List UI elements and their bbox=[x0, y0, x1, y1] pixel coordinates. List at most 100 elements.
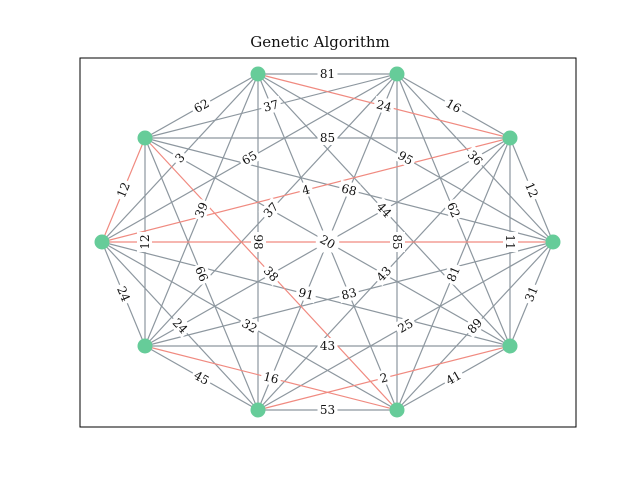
edge-weight-text: 2 bbox=[379, 370, 390, 385]
edge-weight-text: 37 bbox=[262, 97, 280, 114]
edge-weight-background bbox=[520, 281, 542, 306]
edge-weight-label: 81 bbox=[442, 261, 464, 286]
edge-weight-label: 31 bbox=[520, 281, 542, 306]
graph-node-6 bbox=[250, 402, 266, 418]
edge-weight-text: 81 bbox=[444, 264, 463, 283]
edge-weight-text: 68 bbox=[340, 181, 358, 198]
edge-weight-text: 95 bbox=[395, 148, 415, 168]
graph-node-8 bbox=[94, 234, 110, 250]
edge-weight-background bbox=[237, 314, 263, 338]
edge-weight-background bbox=[259, 95, 283, 116]
edge-weight-text: 41 bbox=[443, 368, 463, 388]
edge-weight-text: 66 bbox=[192, 264, 211, 283]
edge-weight-label: 53 bbox=[317, 402, 338, 417]
edge-weight-background bbox=[315, 230, 341, 254]
edge-weight-background bbox=[251, 232, 266, 252]
edge-weight-background bbox=[371, 261, 396, 287]
edge-weight-text: 91 bbox=[297, 285, 315, 302]
edge-weight-background bbox=[441, 94, 467, 118]
edge-weight-background bbox=[317, 66, 338, 81]
edge-weight-text: 62 bbox=[444, 200, 463, 219]
edge-weight-background bbox=[113, 281, 135, 306]
edge-weight-background bbox=[191, 261, 213, 286]
edge-weight-label: 85 bbox=[390, 232, 405, 252]
edge-weight-background bbox=[440, 366, 466, 390]
edge-weight-label: 98 bbox=[251, 232, 266, 252]
edge-weight-text: 39 bbox=[192, 200, 211, 219]
edge-weight-label: 12 bbox=[137, 232, 152, 252]
edge-weight-label: 20 bbox=[315, 230, 341, 254]
graph-node-5 bbox=[389, 402, 405, 418]
edge-weight-background bbox=[462, 313, 487, 339]
edge-weight-text: 12 bbox=[522, 180, 541, 199]
graph-node-3 bbox=[545, 234, 561, 250]
graph-node-9 bbox=[137, 130, 153, 146]
edge-weight-background bbox=[190, 197, 212, 222]
edge-weight-text: 45 bbox=[191, 368, 211, 388]
edge-weight-label: 25 bbox=[392, 314, 418, 338]
edge-weight-label: 66 bbox=[191, 261, 213, 286]
edge-weight-text: 81 bbox=[320, 67, 335, 81]
edge-weight-background bbox=[169, 147, 190, 168]
edge-weight-label: 65 bbox=[236, 146, 262, 170]
edge-weight-background bbox=[443, 197, 465, 222]
edge-weight-text: 98 bbox=[251, 234, 265, 249]
edge-weight-background bbox=[259, 367, 283, 388]
edge-weight-label: 91 bbox=[294, 283, 318, 304]
edge-weight-text: 32 bbox=[239, 316, 259, 336]
graph-node-4 bbox=[502, 338, 518, 354]
edge-weight-label: 95 bbox=[393, 146, 419, 170]
edge-weight-background bbox=[392, 314, 418, 338]
graph-node-2 bbox=[502, 130, 518, 146]
edge-weight-label: 16 bbox=[441, 94, 467, 118]
edge-weight-text: 12 bbox=[138, 234, 152, 249]
edge-weight-text: 25 bbox=[395, 316, 415, 336]
edge-weight-background bbox=[393, 146, 419, 170]
graph-node-1 bbox=[389, 66, 405, 82]
edge-weight-background bbox=[372, 197, 397, 223]
edge-weight-label: 37 bbox=[259, 95, 283, 116]
edge-weight-label: 12 bbox=[112, 177, 134, 202]
edge-weight-background bbox=[337, 283, 361, 304]
edge-weight-text: 31 bbox=[522, 284, 541, 303]
edge-weight-label: 45 bbox=[189, 366, 215, 390]
edge-weight-background bbox=[137, 232, 152, 252]
node-layer bbox=[94, 66, 561, 418]
edge-weight-background bbox=[297, 180, 315, 199]
edge-weight-text: 65 bbox=[239, 148, 259, 168]
edge-weight-label: 3 bbox=[169, 147, 190, 168]
graph-node-0 bbox=[250, 66, 266, 82]
edge-weight-background bbox=[259, 261, 284, 287]
edge-weight-text: 16 bbox=[443, 96, 463, 116]
edge-weight-label: 81 bbox=[317, 66, 338, 81]
edge-weight-background bbox=[258, 197, 283, 223]
edge-weight-label: 11 bbox=[503, 232, 518, 252]
edge-weight-label: 39 bbox=[190, 197, 212, 222]
edge-weight-background bbox=[168, 313, 193, 339]
edge-weight-background bbox=[375, 368, 393, 387]
edge-weight-label: 32 bbox=[237, 314, 263, 338]
edge-weight-text: 24 bbox=[375, 97, 394, 114]
edge-weight-label: 85 bbox=[317, 130, 338, 145]
edge-weight-background bbox=[442, 261, 464, 286]
edge-weight-background bbox=[463, 145, 488, 171]
edge-weight-background bbox=[317, 338, 338, 353]
edge-weight-label: 2 bbox=[375, 368, 393, 387]
edge-weight-background bbox=[294, 283, 318, 304]
edge-weight-text: 11 bbox=[503, 234, 517, 249]
edge-weight-label: 43 bbox=[317, 338, 338, 353]
graph-node-7 bbox=[137, 338, 153, 354]
edge-weight-background bbox=[503, 232, 518, 252]
plot-frame bbox=[79, 57, 577, 428]
edge-weight-label: 62 bbox=[443, 197, 465, 222]
edge-weight-background bbox=[189, 366, 215, 390]
edge-weight-label: 68 bbox=[337, 179, 361, 200]
diagram-title: Genetic Algorithm bbox=[250, 33, 390, 51]
edge-weight-text: 53 bbox=[320, 403, 335, 417]
edge-weight-background bbox=[372, 95, 396, 116]
edge-weight-label: 41 bbox=[440, 366, 466, 390]
edge-weight-background bbox=[337, 179, 361, 200]
edge-weight-text: 85 bbox=[320, 131, 335, 145]
edge-label-layer: 8124954457983936216366285923765371211814… bbox=[112, 66, 543, 417]
edge-weight-label: 83 bbox=[337, 283, 361, 304]
